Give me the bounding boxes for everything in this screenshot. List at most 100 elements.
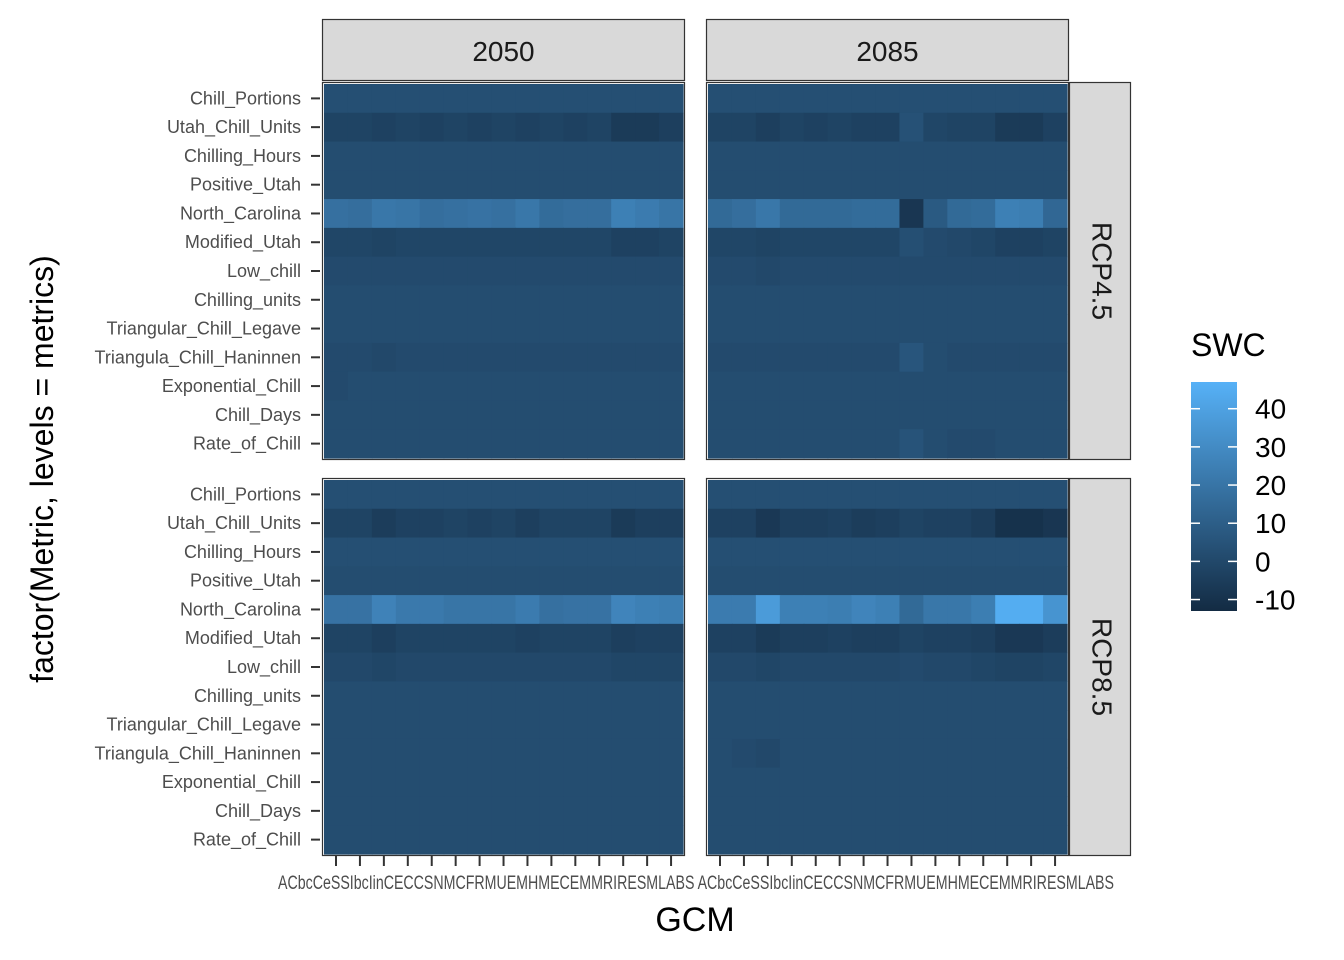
heatmap-cell xyxy=(1043,314,1068,344)
heatmap-cell xyxy=(635,342,660,373)
y-tick-label: Triangula_Chill_Haninnen xyxy=(95,743,301,764)
heatmap-cell xyxy=(539,256,564,286)
heatmap-cell xyxy=(1043,342,1068,373)
heatmap-cell xyxy=(419,371,445,402)
heatmap-cell xyxy=(635,400,660,430)
heatmap-cell xyxy=(708,84,733,114)
heatmap-cell xyxy=(395,767,421,798)
heatmap-cell xyxy=(659,227,684,258)
heatmap-cell xyxy=(395,738,421,769)
heatmap-cell xyxy=(731,342,757,373)
heatmap-cell xyxy=(995,170,1020,200)
heatmap-cell xyxy=(947,796,972,826)
heatmap-cell xyxy=(923,84,948,114)
heatmap-cell xyxy=(731,400,757,430)
heatmap-cell xyxy=(419,480,445,510)
heatmap-cell xyxy=(324,566,349,596)
heatmap-cell xyxy=(851,537,877,567)
heatmap-cell xyxy=(539,595,564,625)
heatmap-cell xyxy=(611,480,636,510)
heatmap-cell xyxy=(371,112,397,143)
heatmap-cell xyxy=(515,227,540,258)
heatmap-cell xyxy=(1019,767,1044,798)
heatmap-cell xyxy=(731,825,757,855)
heatmap-cell xyxy=(995,710,1020,740)
heatmap-cell xyxy=(971,566,996,596)
heatmap-cell xyxy=(491,537,517,567)
heatmap-cell xyxy=(467,285,493,315)
heatmap-cell xyxy=(1043,429,1068,459)
heatmap-cell xyxy=(563,285,588,315)
heatmap-cell xyxy=(708,371,733,402)
heatmap-cell xyxy=(803,710,829,740)
heatmap-cell xyxy=(1043,227,1068,258)
heatmap-cell xyxy=(467,314,493,344)
heatmap-cell xyxy=(995,595,1020,625)
heatmap-cell xyxy=(1019,681,1044,711)
heatmap-cell xyxy=(1019,566,1044,596)
y-tick-label: Modified_Utah xyxy=(185,628,301,649)
heatmap-cell xyxy=(923,400,948,430)
heatmap-cell xyxy=(899,141,924,171)
heatmap-cell xyxy=(587,84,612,114)
heatmap-cell xyxy=(875,256,901,286)
heatmap-cell xyxy=(515,566,540,596)
heatmap-cell xyxy=(563,170,588,200)
heatmap-cell xyxy=(1043,170,1068,200)
heatmap-cell xyxy=(443,566,469,596)
heatmap-cell xyxy=(803,141,829,171)
heatmap-cell xyxy=(395,429,421,459)
heatmap-cell xyxy=(443,710,469,740)
facet-strips: 2050 2085 RCP4.5 RCP8.5 xyxy=(321,18,1132,857)
heatmap-cell xyxy=(1019,508,1044,539)
heatmap-cell xyxy=(371,227,397,258)
heatmap-cell xyxy=(731,652,757,682)
heatmap-cell xyxy=(779,710,805,740)
heatmap-cell xyxy=(324,112,349,143)
heatmap-cell xyxy=(731,256,757,286)
heatmap-cell xyxy=(611,595,636,625)
heatmap-cell xyxy=(899,285,924,315)
heatmap-cell xyxy=(395,84,421,114)
heatmap-cell xyxy=(827,710,853,740)
heatmap-cell xyxy=(779,342,805,373)
heatmap-cell xyxy=(371,480,397,510)
heatmap-cell xyxy=(611,84,636,114)
heatmap-cell xyxy=(659,825,684,855)
heatmap-cell xyxy=(515,285,540,315)
heatmap-cell xyxy=(467,566,493,596)
heatmap-cell xyxy=(587,112,612,143)
heatmap-cell xyxy=(875,170,901,200)
heatmap-cell xyxy=(659,84,684,114)
heatmap-cell xyxy=(491,141,517,171)
heatmap-cell xyxy=(1019,227,1044,258)
heatmap-cell xyxy=(659,112,684,143)
heatmap-cell xyxy=(587,199,612,229)
heatmap-cell xyxy=(1019,652,1044,682)
heatmap-cell xyxy=(1019,141,1044,171)
heatmap-cell xyxy=(563,652,588,682)
heatmap-cell xyxy=(587,371,612,402)
heatmap-cell xyxy=(347,652,373,682)
heatmap-cell xyxy=(347,84,373,114)
heatmap-cell xyxy=(875,767,901,798)
heatmap-cell xyxy=(899,314,924,344)
heatmap-cell xyxy=(419,227,445,258)
heatmap-cell xyxy=(731,681,757,711)
heatmap-cell xyxy=(708,796,733,826)
heatmap-cell xyxy=(899,623,924,654)
heatmap-cell xyxy=(899,537,924,567)
heatmap-cell xyxy=(587,595,612,625)
heatmap-cell xyxy=(779,141,805,171)
heatmap-cell xyxy=(611,429,636,459)
heatmap-cell xyxy=(539,170,564,200)
heatmap-cell xyxy=(923,738,948,769)
heatmap-cell xyxy=(899,227,924,258)
heatmap-cell xyxy=(395,508,421,539)
heatmap-cell xyxy=(1019,314,1044,344)
heatmap-cell xyxy=(491,480,517,510)
heatmap-cell xyxy=(851,508,877,539)
heatmap-cell xyxy=(947,566,972,596)
heatmap-cell xyxy=(779,623,805,654)
heatmap-cell xyxy=(947,170,972,200)
